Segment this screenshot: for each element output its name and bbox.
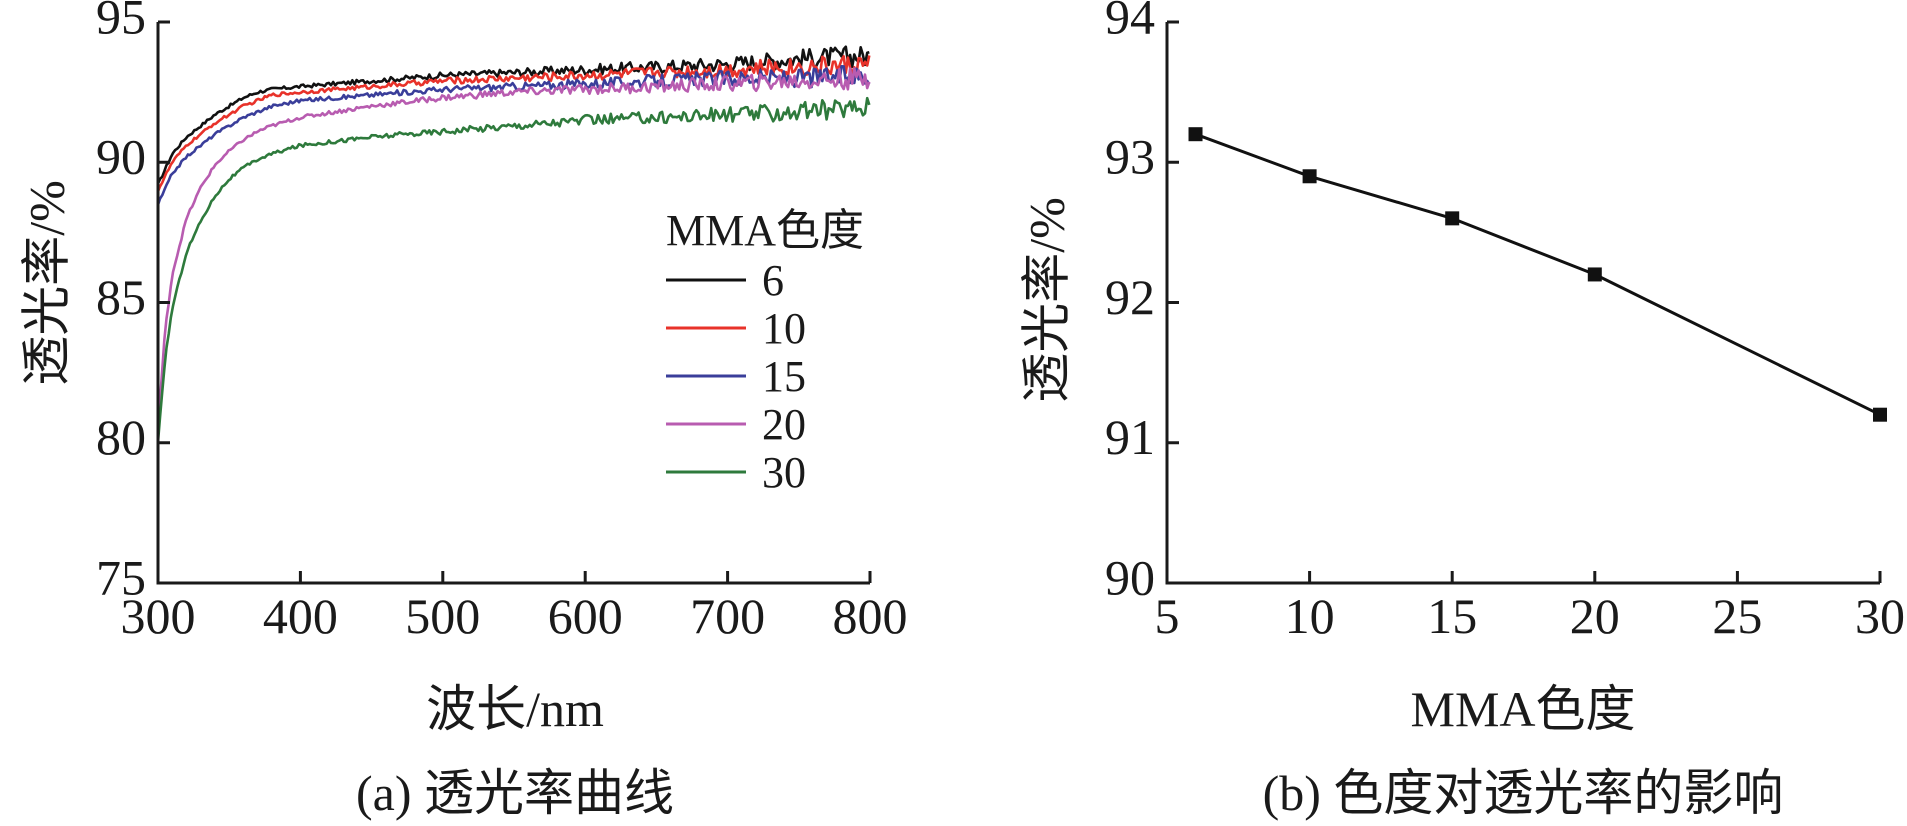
legend-entry-label: 30 [762, 448, 806, 497]
x-axis-title: 波长/nm [426, 681, 604, 737]
series-line [156, 65, 871, 206]
y-tick-label: 85 [96, 269, 146, 325]
y-axis-ticks: 90 91 92 93 94 [1105, 0, 1179, 605]
x-tick-label: 500 [405, 588, 480, 644]
y-tick-label: 75 [96, 549, 146, 605]
chromaticity-effect-chart: 90 91 92 93 94 5 10 15 20 25 30 透光率/% MMA色度 (b) 色… [1018, 0, 1905, 821]
series-line [156, 67, 871, 429]
y-tick-label: 90 [96, 129, 146, 185]
series-line [1194, 132, 1881, 417]
x-axis-ticks: 300 400 500 600 700 800 [121, 571, 908, 644]
y-tick-label: 93 [1105, 129, 1155, 185]
y-axis-ticks: 75 80 85 90 95 [96, 0, 170, 605]
series-group [156, 45, 871, 443]
plot-frame-axes [1165, 22, 1880, 585]
x-tick-label: 5 [1155, 588, 1180, 644]
y-tick-label: 92 [1105, 269, 1155, 325]
x-tick-label: 10 [1285, 588, 1335, 644]
panel-b-caption: (b) 色度对透光率的影响 [1263, 765, 1784, 821]
x-axis-ticks: 5 10 15 20 25 30 [1155, 571, 1905, 644]
series-line [156, 96, 871, 443]
y-tick-label: 80 [96, 409, 146, 465]
y-tick-label: 95 [96, 0, 146, 44]
legend-entry-label: 6 [762, 256, 784, 305]
series-line [156, 54, 871, 192]
data-point-marker [1188, 127, 1203, 142]
x-tick-label: 15 [1427, 588, 1477, 644]
x-tick-label: 25 [1712, 588, 1762, 644]
x-tick-label: 400 [263, 588, 338, 644]
y-axis-title: 透光率/% [1018, 197, 1074, 403]
plot-frame-axes [156, 22, 870, 585]
y-tick-label: 94 [1105, 0, 1155, 44]
y-tick-label: 90 [1105, 549, 1155, 605]
legend-title: MMA色度 [666, 206, 864, 255]
data-point-marker [1587, 267, 1602, 282]
x-axis-title: MMA色度 [1410, 681, 1635, 737]
panel-a-caption: (a) 透光率曲线 [356, 765, 674, 821]
x-tick-label: 800 [833, 588, 908, 644]
x-tick-label: 300 [121, 588, 196, 644]
data-point-marker [1445, 211, 1460, 226]
data-point-marker [1873, 407, 1887, 422]
y-axis-title: 透光率/% [18, 180, 74, 386]
legend-entry-label: 10 [762, 304, 806, 353]
x-tick-label: 700 [690, 588, 765, 644]
legend-entry-label: 15 [762, 352, 806, 401]
transmittance-curves-chart: 75 80 85 90 95 300 400 500 600 700 800 透光率/% 波长/n… [18, 0, 907, 821]
x-tick-label: 20 [1570, 588, 1620, 644]
x-tick-label: 600 [548, 588, 623, 644]
data-point-marker [1302, 169, 1317, 184]
legend-entry-label: 20 [762, 400, 806, 449]
series-line [156, 45, 870, 185]
series-group [1188, 127, 1887, 422]
x-tick-label: 30 [1855, 588, 1905, 644]
y-tick-label: 91 [1105, 409, 1155, 465]
